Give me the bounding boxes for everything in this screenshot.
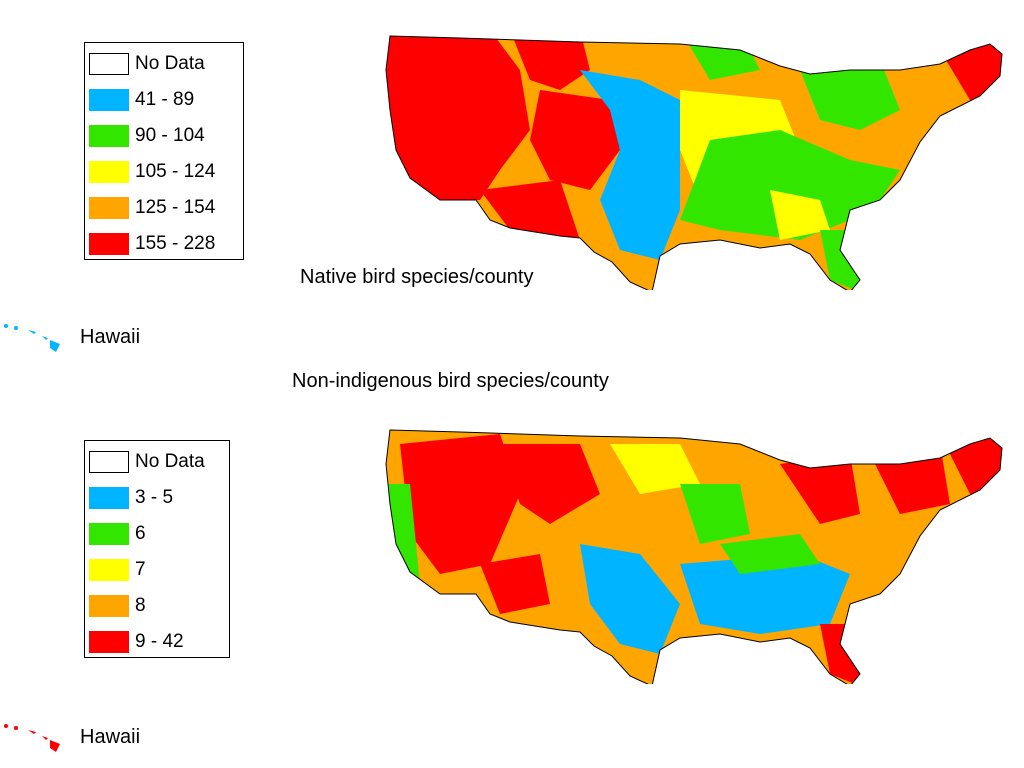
native-species-map	[385, 35, 1003, 290]
nonindigenous-species-map	[385, 429, 1003, 684]
hawaii-label: Hawaii	[80, 325, 141, 348]
legend-item-no-data: No Data	[89, 46, 239, 82]
legend-swatch	[89, 487, 129, 509]
legend-item: 8	[89, 588, 225, 624]
legend-label: No Data	[135, 451, 205, 472]
hawaii-inset-native: Hawaii	[2, 322, 140, 352]
legend-label: 3 - 5	[135, 487, 174, 508]
legend-label: 9 - 42	[135, 631, 184, 652]
legend-swatch	[89, 523, 129, 545]
hawaii-label: Hawaii	[80, 725, 141, 748]
legend-item: 90 - 104	[89, 118, 239, 154]
legend-label: 90 - 104	[135, 125, 205, 146]
legend-label: 8	[135, 595, 146, 616]
nonindigenous-map-title: Non-indigenous bird species/county	[292, 370, 609, 392]
native-map-title: Native bird species/county	[300, 266, 534, 288]
legend-item: 41 - 89	[89, 82, 239, 118]
hawaii-islands-icon	[4, 324, 60, 352]
legend-swatch	[89, 53, 129, 75]
legend-item: 105 - 124	[89, 154, 239, 190]
legend-swatch	[89, 161, 129, 183]
hawaii-islands-icon	[4, 724, 60, 752]
legend-item: 3 - 5	[89, 480, 225, 516]
legend-item: 125 - 154	[89, 190, 239, 226]
legend-swatch	[89, 631, 129, 653]
legend-swatch	[89, 125, 129, 147]
nonindigenous-legend: No Data 3 - 5 6 7 8 9 - 42	[84, 440, 230, 658]
legend-swatch	[89, 559, 129, 581]
legend-item: 9 - 42	[89, 624, 225, 660]
legend-label: 7	[135, 559, 146, 580]
legend-swatch	[89, 595, 129, 617]
legend-swatch	[89, 233, 129, 255]
legend-item: 155 - 228	[89, 226, 239, 262]
legend-item: 6	[89, 516, 225, 552]
legend-swatch	[89, 451, 129, 473]
legend-swatch	[89, 89, 129, 111]
legend-swatch	[89, 197, 129, 219]
legend-label: 41 - 89	[135, 89, 195, 110]
legend-label: 155 - 228	[135, 233, 216, 254]
legend-item-no-data: No Data	[89, 444, 225, 480]
legend-item: 7	[89, 552, 225, 588]
legend-label: 105 - 124	[135, 161, 216, 182]
hawaii-inset-nonindigenous: Hawaii	[2, 722, 140, 752]
legend-label: No Data	[135, 53, 205, 74]
legend-label: 6	[135, 523, 146, 544]
legend-label: 125 - 154	[135, 197, 216, 218]
native-legend: No Data 41 - 89 90 - 104 105 - 124 125 -…	[84, 42, 244, 260]
